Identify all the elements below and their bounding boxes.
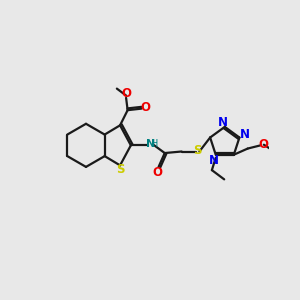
Text: O: O <box>258 138 268 151</box>
Text: N: N <box>240 128 250 141</box>
Text: S: S <box>193 144 201 157</box>
Text: S: S <box>117 164 125 176</box>
Text: O: O <box>140 101 150 114</box>
Text: N: N <box>218 116 228 129</box>
Text: N: N <box>209 154 219 166</box>
Text: O: O <box>152 166 162 179</box>
Text: H: H <box>152 139 159 149</box>
Text: O: O <box>121 88 131 100</box>
Text: N: N <box>146 139 155 149</box>
